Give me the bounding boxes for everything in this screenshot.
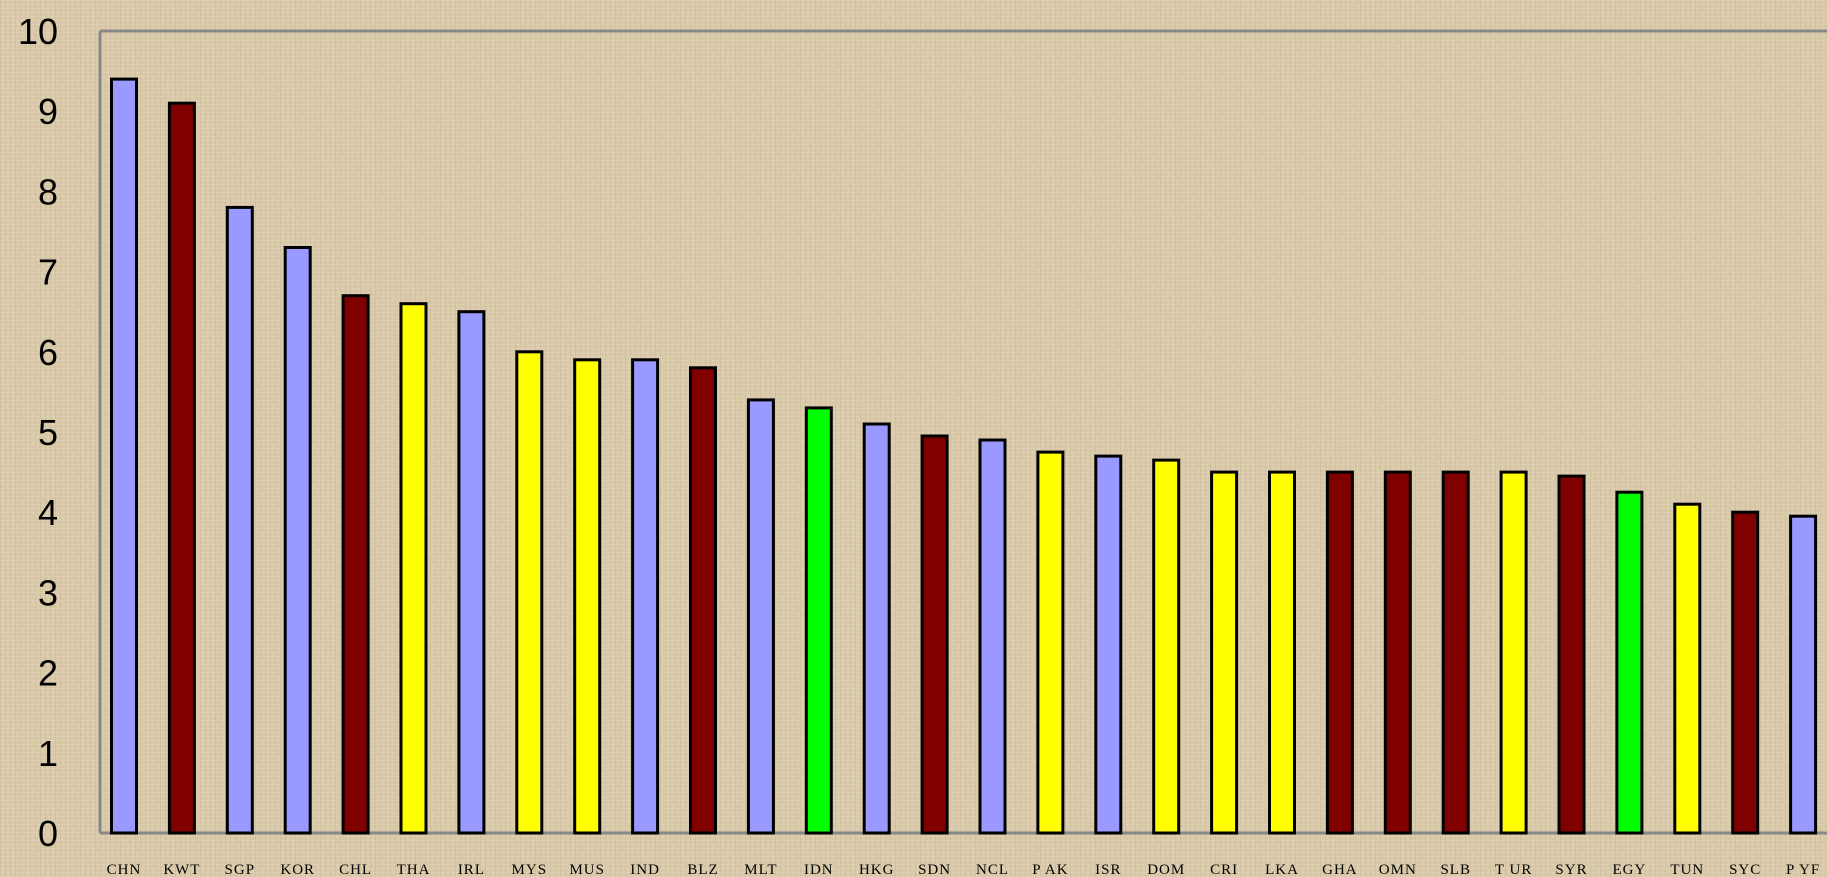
x-tick-label: T UR: [1495, 862, 1532, 877]
x-tick-label: KOR: [280, 862, 315, 877]
y-tick-label: 3: [38, 572, 58, 613]
bar-sgp: [225, 205, 254, 835]
x-tick-label: DOM: [1147, 862, 1185, 877]
x-tick-label: SGP: [225, 862, 256, 877]
bar-pak: [1036, 450, 1065, 835]
x-tick-label: OMN: [1379, 862, 1417, 877]
x-tick-label: IRL: [458, 862, 485, 877]
x-tick-label: BLZ: [687, 862, 718, 877]
bar-mus: [573, 358, 602, 835]
bar-ind: [631, 358, 660, 835]
x-tick-label: KWT: [163, 862, 200, 877]
bar-tha: [399, 302, 428, 835]
bars: [110, 77, 1818, 835]
bar-ncl: [978, 438, 1007, 835]
axes: [98, 29, 1827, 835]
bar-mlt: [746, 398, 775, 835]
bar-sdn: [920, 434, 949, 835]
y-tick-label: 1: [38, 733, 58, 774]
x-axis-ticks: CHN KWT SGP KOR CHL THA IRL MYS MUS IND BLZ MLT IDN H…: [107, 862, 1820, 877]
x-tick-label: SDN: [918, 862, 951, 877]
x-tick-label: EGY: [1612, 862, 1646, 877]
x-tick-label: P YF: [1786, 862, 1820, 877]
x-tick-label: NCL: [976, 862, 1009, 877]
x-tick-label: TUN: [1670, 862, 1704, 877]
bar-syr: [1557, 474, 1586, 835]
bar-egy: [1615, 490, 1644, 835]
x-tick-label: IDN: [804, 862, 834, 877]
bar-omn: [1383, 470, 1412, 835]
x-tick-label: GHA: [1322, 862, 1358, 877]
x-tick-label: P AK: [1032, 862, 1068, 877]
bar-syc: [1731, 510, 1760, 835]
x-tick-label: MUS: [569, 862, 605, 877]
x-tick-label: SYR: [1555, 862, 1587, 877]
x-tick-label: HKG: [859, 862, 895, 877]
bar-isr: [1094, 454, 1123, 835]
y-tick-label: 5: [38, 412, 58, 453]
x-tick-label: IND: [630, 862, 660, 877]
bar-slb: [1441, 470, 1470, 835]
y-tick-label: 0: [38, 813, 58, 854]
bar-tur: [1499, 470, 1528, 835]
bar-mys: [515, 350, 544, 835]
x-tick-label: CHN: [107, 862, 142, 877]
y-tick-label: 10: [18, 11, 58, 52]
x-tick-label: CHL: [339, 862, 372, 877]
bar-tun: [1673, 502, 1702, 835]
bar-hkg: [862, 422, 891, 835]
x-tick-label: SLB: [1440, 862, 1471, 877]
bar-kor: [283, 246, 312, 835]
y-tick-label: 8: [38, 171, 58, 212]
bar-idn: [804, 406, 833, 835]
y-tick-label: 4: [38, 492, 58, 533]
x-tick-label: MLT: [744, 862, 777, 877]
bar-chl: [341, 294, 370, 835]
bar-cri: [1210, 470, 1239, 835]
bar-kwt: [167, 101, 196, 835]
bar-gha: [1325, 470, 1354, 835]
x-tick-label: CRI: [1210, 862, 1238, 877]
y-tick-label: 2: [38, 653, 58, 694]
bar-irl: [457, 310, 486, 835]
y-tick-label: 9: [38, 91, 58, 132]
bar-blz: [689, 366, 717, 835]
y-axis-ticks: 0 1 2 3 4 5 6 7 8 9 10: [18, 11, 58, 854]
x-tick-label: THA: [397, 862, 431, 877]
x-tick-label: LKA: [1265, 862, 1299, 877]
x-tick-label: SYC: [1729, 862, 1761, 877]
bar-pyf: [1789, 514, 1818, 835]
bar-chn: [110, 77, 138, 835]
y-tick-label: 6: [38, 332, 58, 373]
bar-lka: [1268, 470, 1296, 835]
x-tick-label: ISR: [1095, 862, 1121, 877]
x-tick-label: MYS: [512, 862, 548, 877]
y-tick-label: 7: [38, 252, 58, 293]
bar-dom: [1152, 458, 1181, 835]
